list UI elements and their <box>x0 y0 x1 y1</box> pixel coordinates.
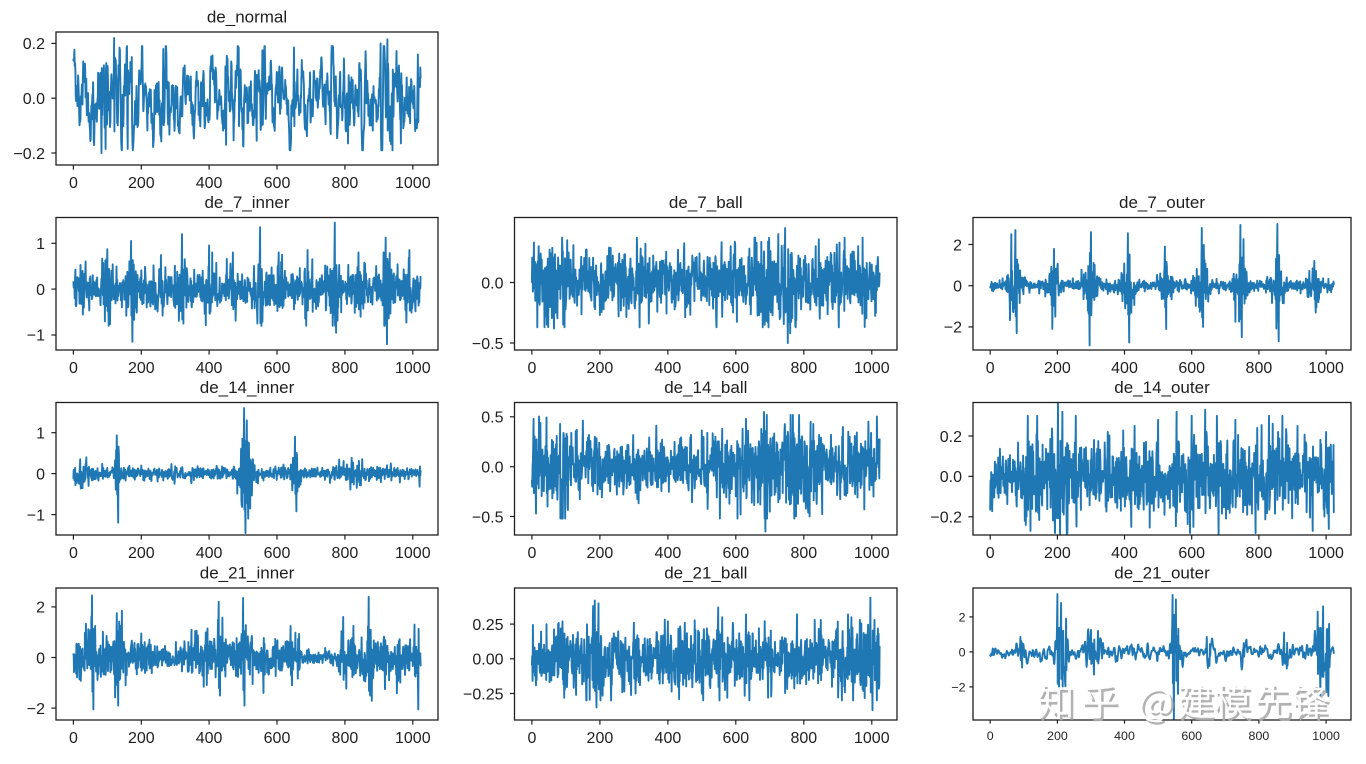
svg-text:400: 400 <box>196 360 223 377</box>
svg-text:0: 0 <box>987 729 994 743</box>
svg-text:−1: −1 <box>27 328 45 345</box>
svg-text:1000: 1000 <box>854 545 890 562</box>
svg-text:200: 200 <box>128 360 155 377</box>
svg-text:600: 600 <box>264 175 291 192</box>
svg-text:600: 600 <box>722 360 749 377</box>
svg-text:800: 800 <box>790 360 817 377</box>
svg-text:2: 2 <box>953 237 962 254</box>
svg-text:0: 0 <box>986 360 995 377</box>
svg-text:400: 400 <box>196 545 223 562</box>
svg-text:200: 200 <box>1047 729 1068 743</box>
svg-text:1000: 1000 <box>395 730 431 747</box>
svg-text:−0.5: −0.5 <box>472 336 504 353</box>
svg-text:0.2: 0.2 <box>940 429 962 446</box>
svg-text:0: 0 <box>527 545 536 562</box>
svg-text:600: 600 <box>1178 360 1205 377</box>
svg-text:0.25: 0.25 <box>472 617 503 634</box>
svg-text:400: 400 <box>655 545 682 562</box>
svg-text:0: 0 <box>953 279 962 296</box>
svg-text:800: 800 <box>332 730 359 747</box>
svg-text:600: 600 <box>1178 545 1205 562</box>
svg-text:0: 0 <box>36 650 45 667</box>
svg-text:600: 600 <box>722 730 749 747</box>
svg-text:800: 800 <box>332 175 359 192</box>
svg-text:200: 200 <box>1044 360 1071 377</box>
svg-text:400: 400 <box>655 730 682 747</box>
svg-text:2: 2 <box>959 610 966 624</box>
svg-text:1000: 1000 <box>854 730 890 747</box>
svg-text:600: 600 <box>1181 729 1202 743</box>
svg-text:de_21_outer: de_21_outer <box>1114 564 1210 583</box>
svg-text:800: 800 <box>332 545 359 562</box>
svg-text:0: 0 <box>959 645 966 659</box>
svg-text:0.0: 0.0 <box>23 91 45 108</box>
svg-text:0.0: 0.0 <box>940 469 962 486</box>
svg-text:de_14_inner: de_14_inner <box>200 378 295 397</box>
svg-text:400: 400 <box>196 730 223 747</box>
svg-text:800: 800 <box>1249 729 1270 743</box>
svg-text:de_21_ball: de_21_ball <box>664 564 747 583</box>
svg-text:1: 1 <box>36 425 45 442</box>
svg-text:de_21_inner: de_21_inner <box>200 564 295 583</box>
svg-text:−0.5: −0.5 <box>472 509 504 526</box>
svg-text:600: 600 <box>722 545 749 562</box>
svg-text:0: 0 <box>69 360 78 377</box>
svg-text:800: 800 <box>1246 360 1273 377</box>
svg-text:de_7_ball: de_7_ball <box>669 193 743 212</box>
svg-text:0.00: 0.00 <box>472 652 503 669</box>
svg-text:−2: −2 <box>27 701 45 718</box>
svg-text:0.0: 0.0 <box>481 275 503 292</box>
svg-text:−0.25: −0.25 <box>463 686 504 703</box>
svg-text:−0.2: −0.2 <box>13 146 45 163</box>
svg-text:−2: −2 <box>944 320 962 337</box>
svg-text:0: 0 <box>69 730 78 747</box>
svg-text:0.2: 0.2 <box>23 36 45 53</box>
svg-text:de_14_ball: de_14_ball <box>664 378 747 397</box>
svg-text:0.5: 0.5 <box>481 410 503 427</box>
svg-text:0.0: 0.0 <box>481 460 503 477</box>
svg-text:0: 0 <box>986 545 995 562</box>
svg-text:1000: 1000 <box>1308 360 1344 377</box>
svg-text:−2: −2 <box>951 680 965 694</box>
svg-text:200: 200 <box>128 730 155 747</box>
svg-text:1000: 1000 <box>1308 545 1344 562</box>
svg-text:200: 200 <box>587 360 614 377</box>
svg-text:600: 600 <box>264 360 291 377</box>
svg-text:de_normal: de_normal <box>207 8 287 27</box>
svg-text:200: 200 <box>587 730 614 747</box>
svg-text:−0.2: −0.2 <box>930 510 962 527</box>
svg-text:0: 0 <box>36 466 45 483</box>
svg-text:0: 0 <box>527 730 536 747</box>
svg-text:200: 200 <box>1044 545 1071 562</box>
svg-text:800: 800 <box>1246 545 1273 562</box>
svg-text:400: 400 <box>655 360 682 377</box>
svg-text:400: 400 <box>196 175 223 192</box>
svg-text:0: 0 <box>69 545 78 562</box>
svg-text:2: 2 <box>36 600 45 617</box>
svg-text:200: 200 <box>128 175 155 192</box>
svg-text:1000: 1000 <box>395 545 431 562</box>
svg-text:de_7_outer: de_7_outer <box>1119 193 1205 212</box>
svg-text:1000: 1000 <box>395 175 431 192</box>
svg-text:600: 600 <box>264 545 291 562</box>
svg-text:800: 800 <box>332 360 359 377</box>
svg-text:0: 0 <box>527 360 536 377</box>
svg-text:de_7_inner: de_7_inner <box>204 193 289 212</box>
svg-text:600: 600 <box>264 730 291 747</box>
svg-text:800: 800 <box>790 545 817 562</box>
svg-text:400: 400 <box>1111 545 1138 562</box>
svg-text:0: 0 <box>36 282 45 299</box>
svg-text:0: 0 <box>69 175 78 192</box>
svg-text:1000: 1000 <box>395 360 431 377</box>
svg-text:400: 400 <box>1111 360 1138 377</box>
svg-text:1: 1 <box>36 236 45 253</box>
svg-text:1000: 1000 <box>854 360 890 377</box>
svg-text:−1: −1 <box>27 507 45 524</box>
svg-text:800: 800 <box>790 730 817 747</box>
svg-text:200: 200 <box>128 545 155 562</box>
svg-text:1000: 1000 <box>1312 729 1340 743</box>
svg-text:de_14_outer: de_14_outer <box>1114 378 1210 397</box>
svg-text:400: 400 <box>1114 729 1135 743</box>
svg-text:200: 200 <box>587 545 614 562</box>
